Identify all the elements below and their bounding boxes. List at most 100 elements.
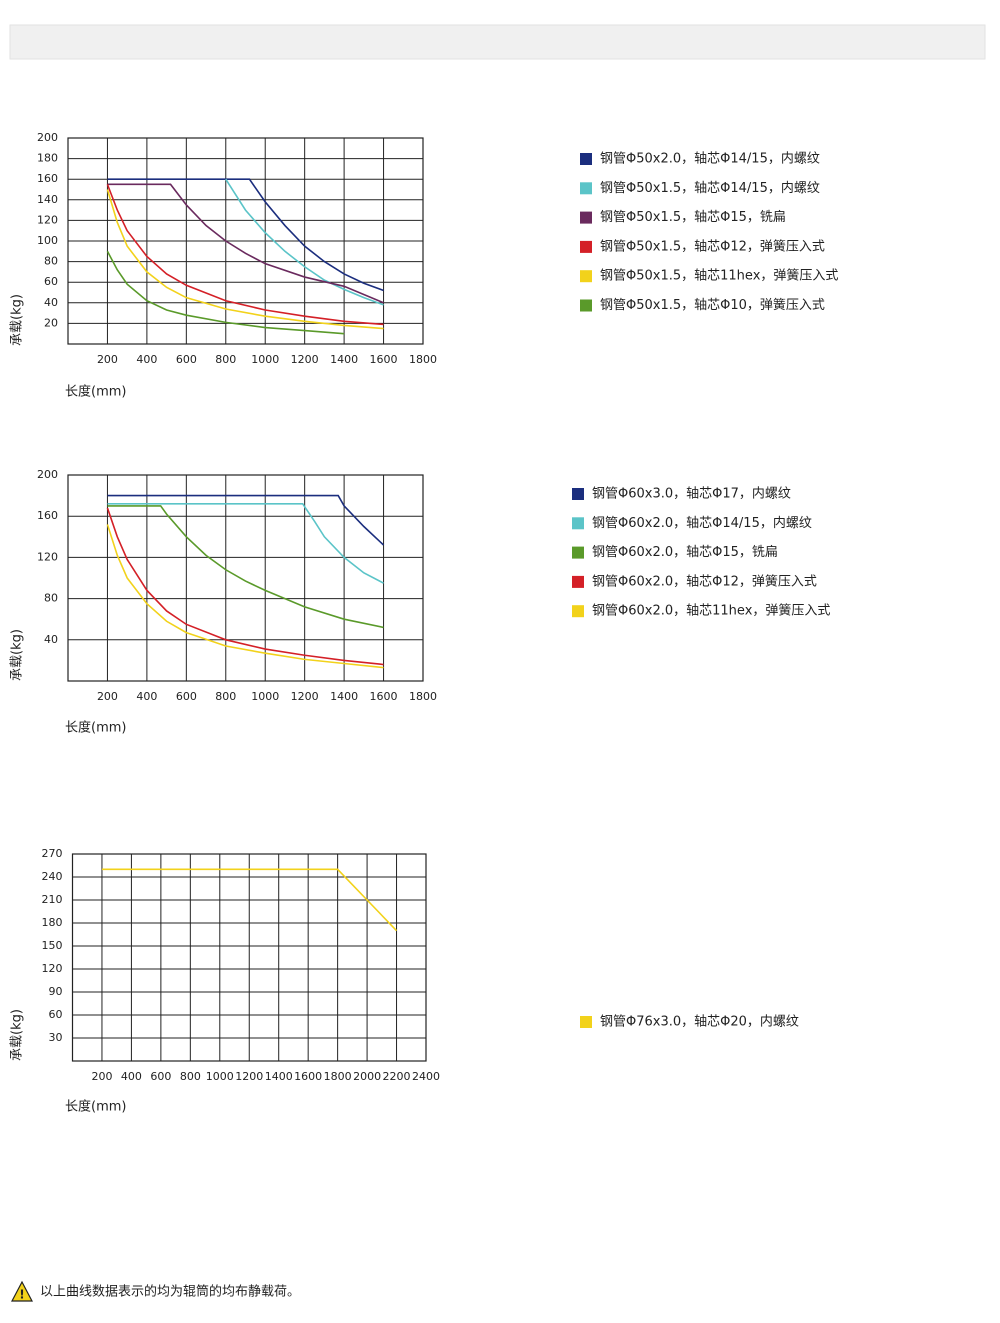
plot-frame — [71, 853, 427, 1062]
warning-icon: ! — [11, 1280, 33, 1302]
x-tick-label: 2200 — [383, 1070, 411, 1083]
y-tick-label: 20 — [44, 316, 58, 329]
x-axis-label: 长度(mm) — [65, 1099, 126, 1115]
x-tick-label: 1200 — [291, 690, 319, 703]
legend-swatch — [580, 1016, 592, 1028]
legend-label: 钢管Φ76x3.0，轴芯Φ20，内螺纹 — [600, 1014, 799, 1030]
x-tick-label: 800 — [180, 1070, 201, 1083]
legend-label: 钢管Φ60x2.0，轴芯11hex，弹簧压入式 — [592, 603, 830, 619]
x-tick-label: 1600 — [294, 1070, 322, 1083]
y-tick-label: 60 — [44, 275, 58, 288]
plot-frame — [67, 137, 424, 345]
legend-label: 钢管Φ60x2.0，轴芯Φ12，弹簧压入式 — [592, 573, 817, 589]
plot-frame — [67, 474, 424, 682]
legend-label: 钢管Φ50x1.5，轴芯Φ12，弹簧压入式 — [600, 238, 825, 254]
x-tick-label: 1200 — [235, 1070, 263, 1083]
legend-label: 钢管Φ50x2.0，轴芯Φ14/15，内螺纹 — [600, 151, 820, 167]
y-tick-label: 270 — [42, 847, 63, 860]
legend-label: 钢管Φ50x1.5，轴芯Φ10，弹簧压入式 — [600, 297, 825, 313]
x-tick-label: 200 — [91, 1070, 112, 1083]
series-line — [101, 868, 398, 932]
series-line — [225, 178, 384, 306]
series-line — [106, 250, 345, 335]
x-tick-label: 2400 — [412, 1070, 440, 1083]
x-tick-label: 1400 — [265, 1070, 293, 1083]
legend-label: 钢管Φ60x3.0，轴芯Φ17，内螺纹 — [592, 486, 791, 502]
series-line — [107, 178, 384, 292]
y-axis-label: 承载(kg) — [10, 1009, 25, 1061]
legend-swatch — [572, 517, 584, 530]
legend-swatch — [572, 575, 584, 588]
x-tick-label: 400 — [136, 353, 157, 366]
x-tick-label: 400 — [121, 1070, 142, 1083]
series-line — [107, 494, 385, 546]
legend-label: 钢管Φ50x1.5，轴芯11hex，弹簧压入式 — [600, 268, 838, 284]
y-tick-label: 160 — [37, 172, 58, 185]
x-axis-label: 长度(mm) — [65, 384, 126, 400]
series-line — [106, 189, 384, 330]
x-tick-label: 800 — [215, 353, 236, 366]
x-tick-label: 1800 — [409, 690, 437, 703]
y-tick-label: 180 — [42, 916, 63, 929]
y-tick-label: 210 — [42, 893, 63, 906]
y-tick-label: 40 — [44, 296, 58, 309]
y-tick-label: 90 — [49, 985, 63, 998]
x-tick-label: 1200 — [291, 353, 319, 366]
x-tick-label: 2000 — [353, 1070, 381, 1083]
x-tick-label: 1800 — [324, 1070, 352, 1083]
legend-label: 钢管Φ60x2.0，轴芯Φ15，铣扁 — [592, 545, 778, 560]
y-tick-label: 200 — [37, 468, 58, 481]
legend-swatch — [580, 153, 592, 165]
y-tick-label: 120 — [42, 962, 63, 975]
y-tick-label: 60 — [49, 1008, 63, 1021]
legend-swatch — [572, 488, 584, 500]
x-tick-label: 1600 — [370, 690, 398, 703]
y-tick-label: 160 — [37, 509, 58, 522]
x-tick-label: 200 — [97, 690, 118, 703]
y-tick-label: 240 — [42, 870, 63, 883]
legend-swatch — [580, 299, 592, 312]
y-tick-label: 200 — [37, 131, 58, 144]
x-tick-label: 1000 — [251, 690, 279, 703]
legend-swatch — [580, 182, 592, 195]
y-tick-label: 140 — [37, 193, 58, 206]
y-tick-label: 100 — [37, 234, 58, 247]
legend-swatch — [580, 240, 592, 253]
x-tick-label: 600 — [150, 1070, 171, 1083]
x-tick-label: 200 — [97, 353, 118, 366]
y-tick-label: 80 — [44, 255, 58, 268]
x-tick-label: 1000 — [206, 1070, 234, 1083]
y-tick-label: 150 — [42, 939, 63, 952]
y-tick-label: 180 — [37, 152, 58, 165]
x-tick-label: 1600 — [370, 353, 398, 366]
series-line — [107, 503, 384, 584]
x-axis-label: 长度(mm) — [65, 720, 126, 736]
series-line — [107, 183, 384, 304]
y-tick-label: 120 — [37, 213, 58, 226]
legend-label: 钢管Φ50x1.5，轴芯Φ14/15，内螺纹 — [600, 180, 820, 196]
legend-label: 钢管Φ50x1.5，轴芯Φ15，铣扁 — [600, 210, 786, 225]
x-tick-label: 600 — [176, 353, 197, 366]
legend-swatch — [572, 546, 584, 559]
x-tick-label: 1800 — [409, 353, 437, 366]
note: 以上曲线数据表示的均为辊筒的均布静载荷。 — [40, 1284, 300, 1300]
x-tick-label: 800 — [215, 690, 236, 703]
y-tick-label: 80 — [44, 592, 58, 605]
y-axis-label: 承载(kg) — [10, 294, 25, 346]
x-tick-label: 600 — [176, 690, 197, 703]
series-line — [107, 505, 384, 629]
legend-label: 钢管Φ60x2.0，轴芯Φ14/15，内螺纹 — [592, 515, 812, 531]
legend-swatch — [580, 270, 592, 283]
x-tick-label: 1400 — [330, 353, 358, 366]
series-line — [106, 507, 384, 666]
series-line — [106, 524, 384, 669]
y-tick-label: 30 — [49, 1031, 63, 1044]
y-tick-label: 40 — [44, 633, 58, 646]
top-bar — [9, 24, 986, 60]
svg-text:!: ! — [19, 1288, 24, 1302]
legend-swatch — [572, 605, 584, 618]
x-tick-label: 400 — [136, 690, 157, 703]
x-tick-label: 1000 — [251, 353, 279, 366]
